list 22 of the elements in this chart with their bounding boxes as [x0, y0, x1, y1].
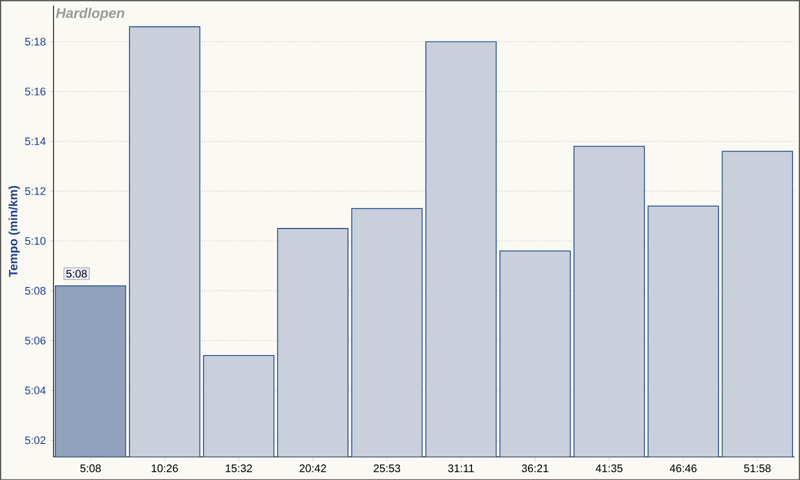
y-tick-label: 5:12	[25, 187, 46, 195]
y-tick-label: 5:16	[25, 87, 46, 96]
y-tick-label: 5:08	[25, 286, 46, 294]
y-tick-label: 5:10	[25, 236, 46, 245]
x-tick-label: 5:08	[80, 464, 101, 472]
y-tick-label: 5:18	[25, 38, 46, 46]
x-tick-label: 25:53	[374, 464, 400, 472]
chart-title: Hardlopen	[56, 8, 124, 21]
x-tick-label: 15:32	[226, 464, 252, 472]
y-tick-label: 5:14	[25, 137, 46, 145]
x-tick-label: 20:42	[300, 464, 326, 472]
x-tick-label: 41:35	[596, 464, 622, 472]
annotation: 5:08	[66, 270, 87, 278]
y-tick-label: 5:02	[25, 436, 46, 444]
y-tick-label: 5:04	[25, 386, 46, 394]
x-tick-label: 10:26	[152, 464, 178, 472]
y-axis-title: Tempo (min/km)	[8, 186, 20, 277]
y-tick-label: 5:06	[25, 336, 46, 344]
x-tick-label: 36:21	[522, 464, 548, 472]
x-tick-label: 31:11	[448, 464, 474, 472]
x-tick-label: 46:46	[670, 464, 697, 472]
x-tick-label: 51:58	[744, 464, 771, 472]
